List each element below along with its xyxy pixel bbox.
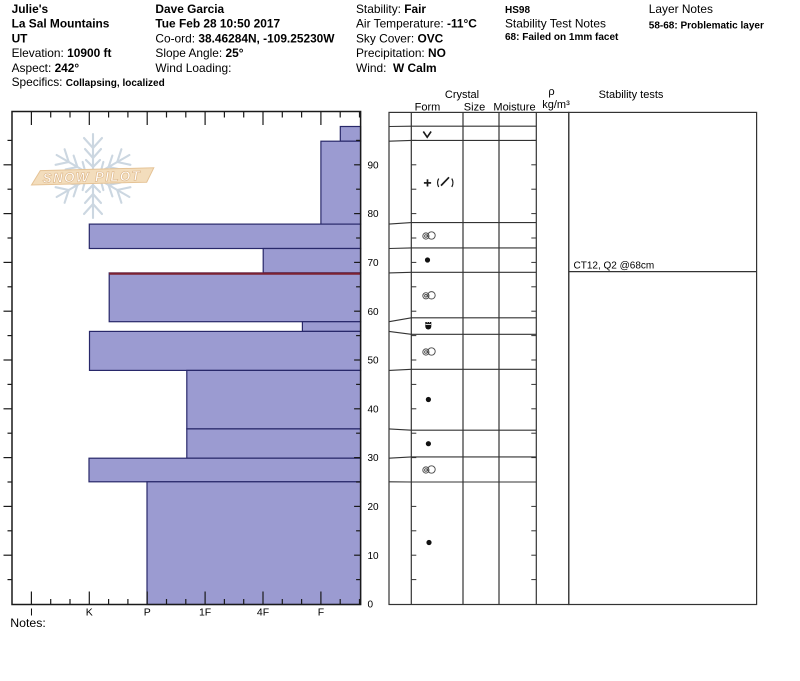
- svg-text:CT12, Q2 @68cm: CT12, Q2 @68cm: [574, 261, 655, 272]
- svg-text:Form: Form: [415, 102, 441, 114]
- svg-text:0: 0: [368, 600, 374, 611]
- svg-text:ρ: ρ: [548, 86, 554, 98]
- svg-text:SNOW PILOT: SNOW PILOT: [42, 168, 141, 185]
- svg-text:HS98: HS98: [505, 5, 530, 16]
- svg-text:Aspect: 242°: Aspect: 242°: [12, 61, 80, 75]
- svg-text:Co-ord: 38.46284N, -109.25230W: Co-ord: 38.46284N, -109.25230W: [155, 31, 335, 45]
- svg-text:Julie's: Julie's: [12, 2, 49, 16]
- svg-text:F: F: [318, 607, 324, 619]
- svg-text:Notes:: Notes:: [10, 616, 46, 630]
- svg-text:Specifics: Collapsing, localiz: Specifics: Collapsing, localized: [12, 75, 165, 89]
- svg-text:P: P: [144, 607, 151, 619]
- svg-text:Precipitation: NO: Precipitation: NO: [356, 46, 446, 60]
- svg-text:Stability: Fair: Stability: Fair: [356, 2, 426, 16]
- svg-text:80: 80: [368, 209, 380, 220]
- svg-text:Stability tests: Stability tests: [599, 89, 664, 101]
- svg-text:Tue Feb 28 10:50 2017: Tue Feb 28 10:50 2017: [155, 17, 280, 31]
- svg-text:70: 70: [368, 258, 380, 269]
- svg-text:Sky Cover: OVC: Sky Cover: OVC: [356, 31, 444, 45]
- svg-text:68: Failed on 1mm facet: 68: Failed on 1mm facet: [505, 32, 619, 43]
- svg-text:30: 30: [368, 453, 380, 464]
- svg-text:1F: 1F: [199, 607, 211, 619]
- svg-text:90: 90: [368, 160, 380, 171]
- svg-text:20: 20: [368, 502, 380, 513]
- svg-text:K: K: [86, 607, 93, 619]
- svg-text:Wind: W Calm: Wind: W Calm: [356, 61, 437, 75]
- svg-text:40: 40: [368, 404, 380, 415]
- svg-text:Size: Size: [464, 102, 485, 114]
- svg-text:Layer Notes: Layer Notes: [649, 2, 713, 16]
- svg-text:10: 10: [368, 551, 380, 562]
- svg-text:Elevation: 10900 ft: Elevation: 10900 ft: [12, 46, 112, 60]
- svg-text:Wind Loading:: Wind Loading:: [155, 61, 231, 75]
- svg-text:60: 60: [368, 307, 380, 318]
- svg-text:UT: UT: [12, 31, 29, 45]
- svg-text:Moisture: Moisture: [493, 102, 535, 114]
- svg-text:kg/m³: kg/m³: [542, 99, 570, 111]
- svg-text:50: 50: [368, 356, 380, 367]
- svg-text:4F: 4F: [257, 607, 269, 619]
- svg-text:La Sal Mountains: La Sal Mountains: [12, 17, 110, 31]
- svg-text:Crystal: Crystal: [445, 89, 479, 101]
- svg-text:Dave Garcia: Dave Garcia: [155, 2, 224, 16]
- svg-text:Slope Angle: 25°: Slope Angle: 25°: [155, 46, 243, 60]
- svg-text:58-68: Problematic layer: 58-68: Problematic layer: [649, 20, 764, 31]
- svg-text:Air Temperature: -11°C: Air Temperature: -11°C: [356, 17, 477, 31]
- svg-text:Stability Test Notes: Stability Test Notes: [505, 17, 606, 31]
